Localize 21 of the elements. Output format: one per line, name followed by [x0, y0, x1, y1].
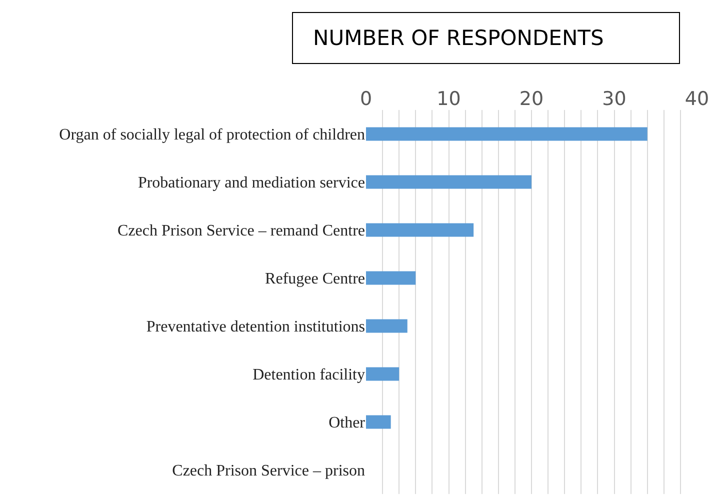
x-tick-label: 20	[519, 88, 544, 110]
y-tick-label: Other	[328, 414, 366, 432]
chart-title: NUMBER OF RESPONDENTS	[292, 12, 680, 64]
bar	[366, 415, 391, 429]
bar	[366, 271, 416, 285]
y-tick-label: Czech Prison Service – prison	[172, 462, 365, 480]
y-tick-label: Detention facility	[252, 366, 365, 384]
bar	[366, 319, 408, 333]
x-tick-label: 0	[360, 88, 372, 110]
y-tick-label: Organ of socially legal of protection of children	[59, 126, 365, 144]
y-tick-label: Probationary and mediation service	[138, 174, 365, 192]
y-tick-label: Czech Prison Service – remand Centre	[118, 222, 365, 240]
x-tick-label: 10	[436, 88, 461, 110]
x-tick-label: 30	[602, 88, 626, 110]
bar	[366, 175, 532, 189]
bar	[366, 367, 400, 381]
y-tick-label: Refugee Centre	[265, 270, 365, 288]
y-tick-label: Preventative detention institutions	[146, 318, 365, 336]
bar	[366, 127, 648, 141]
bar	[366, 223, 474, 237]
x-tick-label: 40	[684, 88, 710, 110]
